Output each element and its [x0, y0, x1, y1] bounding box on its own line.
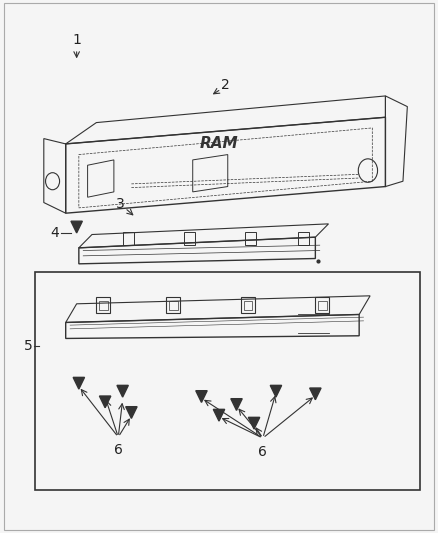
Text: 4: 4: [50, 226, 59, 240]
Bar: [184, 232, 195, 245]
Text: 2: 2: [221, 78, 230, 92]
Polygon shape: [248, 417, 260, 429]
Bar: [169, 301, 178, 310]
Polygon shape: [117, 385, 128, 397]
Bar: [318, 301, 327, 310]
Polygon shape: [310, 388, 321, 400]
Polygon shape: [126, 407, 137, 418]
Bar: [315, 297, 329, 313]
Bar: [241, 297, 255, 313]
Text: RAM: RAM: [200, 136, 238, 151]
Text: 3: 3: [116, 197, 125, 211]
Polygon shape: [99, 396, 111, 408]
Polygon shape: [196, 391, 207, 402]
Bar: [166, 297, 180, 313]
Bar: [245, 232, 256, 245]
Text: 5: 5: [24, 340, 33, 353]
Text: 6: 6: [114, 443, 123, 457]
Bar: [123, 232, 134, 245]
Polygon shape: [270, 385, 282, 397]
Polygon shape: [231, 399, 242, 410]
Text: 1: 1: [72, 33, 81, 47]
Bar: [99, 301, 108, 310]
Bar: [35, 272, 420, 490]
Text: 6: 6: [258, 445, 267, 459]
Bar: [244, 301, 252, 310]
Bar: [96, 297, 110, 313]
Polygon shape: [71, 221, 82, 233]
Bar: [298, 232, 309, 245]
Polygon shape: [213, 409, 225, 421]
Polygon shape: [73, 377, 85, 389]
